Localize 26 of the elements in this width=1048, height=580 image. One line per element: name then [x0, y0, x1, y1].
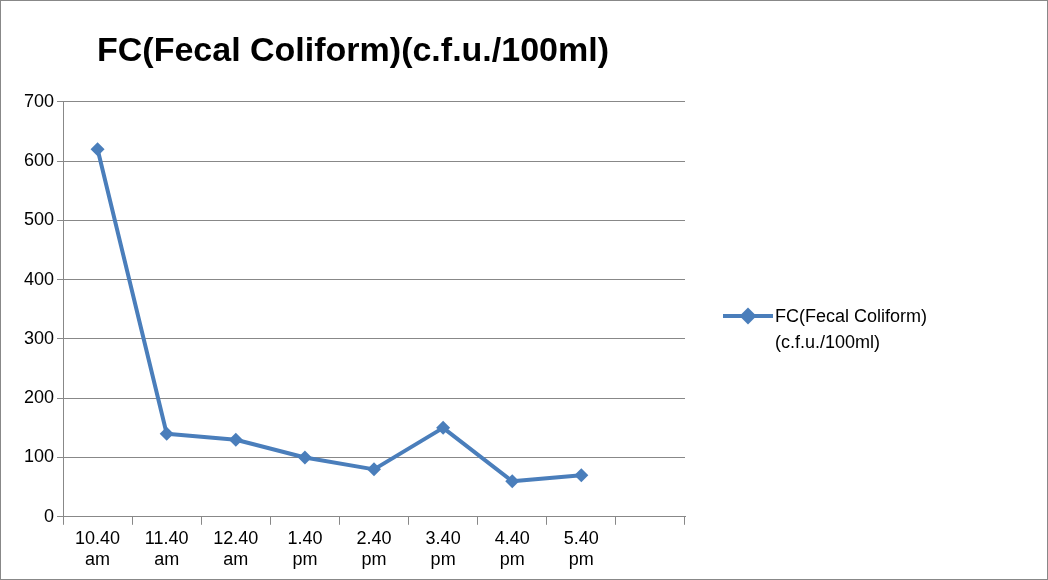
y-tick-label: 400 — [23, 268, 55, 289]
x-tick-label: 12.40 am — [213, 527, 259, 570]
y-tick-label: 600 — [23, 150, 55, 171]
point — [159, 426, 174, 441]
point — [574, 468, 589, 483]
point — [297, 450, 312, 465]
x-tick-label: 5.40 pm — [563, 527, 599, 570]
point — [228, 432, 243, 447]
x-tick-label: 3.40 pm — [425, 527, 461, 570]
point — [367, 462, 382, 477]
x-tick-label: 4.40 pm — [494, 527, 530, 570]
x-tick-label: 2.40 pm — [356, 527, 392, 570]
point — [505, 474, 520, 489]
y-tick-label: 700 — [23, 90, 55, 111]
x-tick-label: 1.40 pm — [287, 527, 323, 570]
y-tick-label: 100 — [23, 446, 55, 467]
legend-label: FC(Fecal Coliform)(c.f.u./100ml) — [775, 305, 928, 354]
y-tick-label: 500 — [23, 209, 55, 230]
x-tick-label: 10.40 am — [75, 527, 121, 570]
x-tick-label: 11.40 am — [144, 527, 189, 570]
point — [90, 142, 105, 157]
y-tick-label: 300 — [23, 327, 55, 348]
y-tick-label: 200 — [23, 387, 55, 408]
chart-title: FC(Fecal Coliform)(c.f.u./100ml) — [97, 29, 609, 68]
point — [436, 420, 451, 435]
y-tick-label: 0 — [44, 505, 55, 526]
